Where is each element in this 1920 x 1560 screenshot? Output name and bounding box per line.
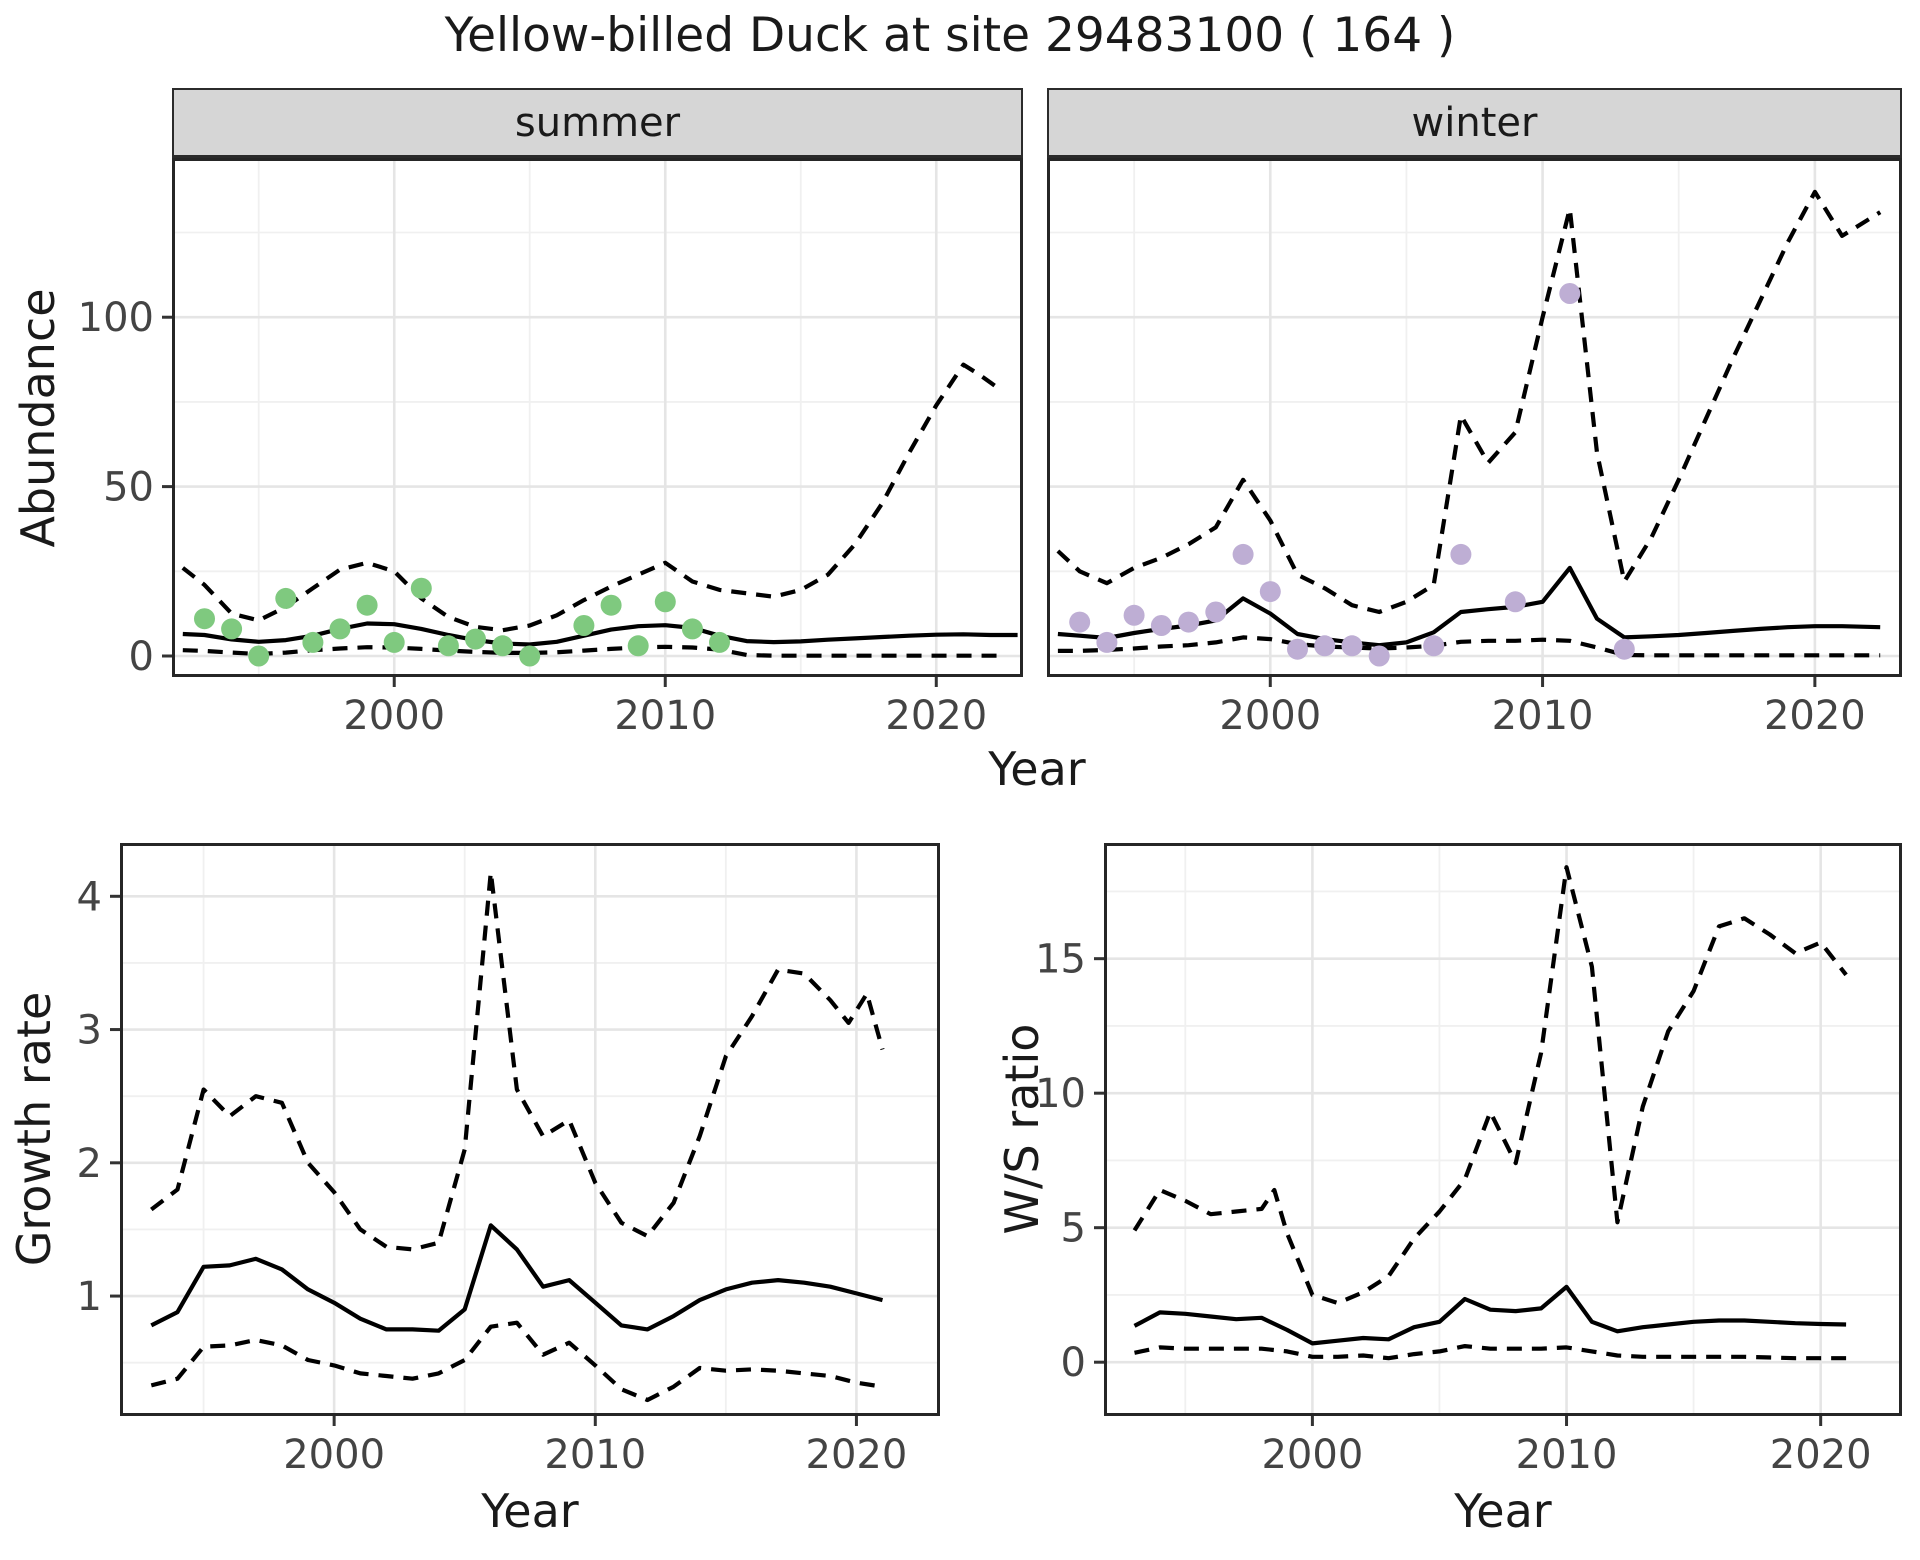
upper-ci-line — [150, 870, 885, 1252]
observation-point — [1096, 631, 1118, 653]
x-axis-title-year-bottom-right: Year — [1454, 1484, 1552, 1538]
facet-strip-summer-label: summer — [514, 99, 681, 146]
observation-point — [1504, 591, 1526, 613]
x-tick-label: 2020 — [885, 693, 987, 739]
observation-point — [1232, 543, 1254, 565]
y-tick-label: 2 — [77, 1141, 102, 1187]
observation-point — [1178, 611, 1200, 633]
observation-point — [1205, 601, 1227, 623]
panel-growth-rate: 2000 2010 2020 1 2 3 4 — [77, 843, 940, 1478]
lower-ci-line — [182, 644, 999, 658]
observation-point — [681, 618, 703, 640]
y-tick-label: 0 — [129, 634, 154, 680]
y-tick-label: 0 — [1061, 1340, 1086, 1386]
y-tick-label: 1 — [77, 1274, 102, 1320]
x-tick-label: 2020 — [806, 1432, 908, 1478]
upper-ci-line — [1132, 865, 1848, 1306]
observation-point — [1314, 635, 1336, 657]
x-tick-label: 2010 — [544, 1432, 646, 1478]
facet-strip-winter: winter — [1047, 88, 1902, 158]
y-tick-label: 100 — [78, 295, 154, 341]
x-tick-label: 2020 — [1764, 693, 1866, 739]
lower-ci-line — [1057, 635, 1881, 658]
y-tick-label: 50 — [103, 465, 154, 511]
observation-point — [1423, 635, 1445, 657]
y-axis-title-abundance: Abundance — [11, 288, 65, 548]
median-line — [1057, 565, 1881, 648]
panel-border — [1104, 843, 1902, 1416]
observation-point — [1368, 645, 1390, 667]
facet-strip-winter-label: winter — [1411, 99, 1538, 146]
x-tick-label: 2010 — [614, 693, 716, 739]
y-tick-label: 10 — [1035, 1071, 1086, 1117]
lower-ci-line — [150, 1320, 883, 1403]
observation-point — [275, 587, 297, 609]
observation-point — [1559, 283, 1581, 304]
y-axis-title-ws-ratio: W/S ratio — [995, 1023, 1049, 1235]
observation-point — [1123, 604, 1145, 626]
x-tick-label: 2020 — [1770, 1432, 1872, 1478]
x-tick-label: 2000 — [283, 1432, 385, 1478]
observation-point — [1613, 638, 1635, 660]
observation-point — [356, 594, 378, 616]
x-tick-label: 2000 — [1261, 1432, 1363, 1478]
observation-point — [465, 628, 486, 650]
upper-ci-line — [1056, 189, 1882, 615]
upper-ci-line — [181, 362, 1000, 633]
panel-ws-ratio: 2000 2010 2020 0 5 10 15 — [1035, 843, 1902, 1478]
y-axis-title-growth-rate: Growth rate — [7, 991, 61, 1267]
panel-border — [1047, 158, 1902, 677]
panel-abundance-winter: 2000 2010 2020 — [1047, 158, 1902, 739]
observation-point — [600, 594, 622, 616]
y-tick-label: 5 — [1061, 1206, 1086, 1252]
y-tick-label: 15 — [1035, 937, 1086, 983]
observation-point — [383, 631, 405, 653]
observation-point — [329, 618, 351, 640]
panel-border — [120, 843, 940, 1416]
observation-point — [1069, 611, 1091, 633]
x-tick-label: 2010 — [1492, 693, 1594, 739]
observation-point — [221, 618, 243, 640]
observation-point — [1259, 581, 1281, 603]
observation-point — [248, 645, 270, 667]
x-tick-label: 2000 — [343, 693, 445, 739]
observation-point — [519, 645, 541, 667]
observation-point — [194, 608, 215, 630]
observation-point — [1450, 543, 1472, 565]
observation-point — [709, 631, 730, 653]
observation-point — [1287, 638, 1308, 660]
x-axis-title-year-bottom-left: Year — [481, 1484, 579, 1538]
observation-point — [410, 577, 432, 599]
panel-abundance-summer: 2000 2010 2020 0 50 100 — [78, 158, 1023, 739]
lower-ci-line — [1134, 1344, 1847, 1361]
observation-point — [1150, 615, 1172, 636]
facet-strip-summer: summer — [172, 88, 1023, 158]
x-axis-title-year-top: Year — [988, 742, 1086, 796]
observation-point — [492, 635, 514, 657]
observation-point — [654, 591, 676, 613]
observation-point — [302, 631, 324, 653]
median-line — [1133, 1284, 1847, 1346]
observation-point — [573, 615, 595, 636]
observation-point — [1341, 635, 1363, 657]
panel-border — [172, 158, 1023, 677]
median-line — [150, 1223, 884, 1333]
observation-point — [437, 635, 459, 657]
y-tick-label: 4 — [77, 874, 102, 920]
x-tick-label: 2010 — [1516, 1432, 1618, 1478]
page-title: Yellow-billed Duck at site 29483100 ( 16… — [444, 8, 1456, 63]
y-tick-label: 3 — [77, 1008, 102, 1054]
observation-point — [627, 635, 649, 657]
x-tick-label: 2000 — [1219, 693, 1321, 739]
